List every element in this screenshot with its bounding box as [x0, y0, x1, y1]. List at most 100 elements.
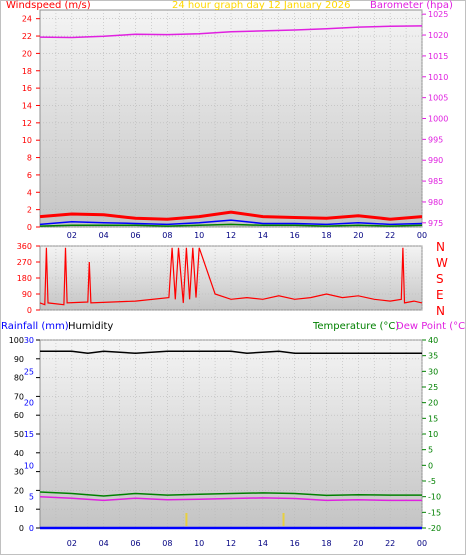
- temp-x-tick-label: 12: [226, 539, 236, 548]
- temp-y-tick-label: -15: [428, 508, 441, 517]
- wind-x-tick-label: 00: [417, 231, 427, 240]
- wind-y-tick-label: 22: [22, 32, 32, 41]
- wind-y-tick-label: 4: [27, 188, 32, 197]
- baro-y-tick-label: 985: [428, 177, 443, 186]
- temperature-series-1: [39, 491, 422, 497]
- wind-x-tick-label: 18: [321, 231, 331, 240]
- temp-y-tick-label: 35: [428, 352, 438, 361]
- humidity-y-tick-label: 70: [14, 392, 24, 401]
- wind-y-tick-label: 24: [22, 15, 32, 24]
- title: 24 hour graph day 12 January 2026: [172, 0, 351, 11]
- temp-x-tick-label: 00: [417, 539, 427, 548]
- temp-x-tick-label: 20: [353, 539, 363, 548]
- humidity-y-tick-label: 90: [14, 355, 24, 364]
- wind-pressure-series-0: [39, 25, 423, 39]
- humidity-y-tick-label: 0: [19, 524, 24, 533]
- humidity-y-tick-label: 40: [14, 449, 24, 458]
- compass-label: N: [436, 304, 445, 318]
- wind-x-tick-label: 02: [67, 231, 77, 240]
- temp-y-tick-label: 40: [428, 336, 438, 345]
- wind-y-tick-label: 8: [27, 154, 32, 163]
- wind-x-tick-label: 04: [99, 231, 109, 240]
- humidity-y-tick-label: 10: [14, 505, 24, 514]
- compass-label: W: [436, 256, 448, 270]
- temp-x-tick-label: 08: [162, 539, 172, 548]
- temp-x-tick-label: 10: [194, 539, 204, 548]
- wind-y-tick-label: 2: [27, 206, 32, 215]
- rain-y-tick-label: 10: [24, 461, 34, 470]
- wind-y-tick-label: 10: [22, 136, 32, 145]
- dir-y-tick-label: 270: [17, 258, 32, 267]
- baro-y-tick-label: 1020: [428, 31, 448, 40]
- rain-y-tick-label: 30: [24, 336, 34, 345]
- wind-y-tick-label: 12: [22, 119, 32, 128]
- humidity-y-tick-label: 100: [9, 336, 24, 345]
- dir-y-tick-label: 360: [17, 242, 32, 251]
- wind-y-tick-label: 0: [27, 223, 32, 232]
- wind-direction-series-0: [39, 247, 423, 306]
- baro-y-tick-label: 975: [428, 219, 443, 228]
- temp-y-tick-label: -10: [428, 493, 441, 502]
- temp-x-tick-label: 18: [321, 539, 331, 548]
- rain-y-tick-label: 5: [29, 493, 34, 502]
- humidity-y-tick-label: 20: [14, 486, 24, 495]
- temp-label: Temperature (°C): [313, 321, 400, 332]
- temp-x-tick-label: 14: [258, 539, 268, 548]
- wind-y-tick-label: 14: [22, 101, 32, 110]
- humidity-y-tick-label: 80: [14, 374, 24, 383]
- wind-pressure-series-2: [39, 219, 423, 226]
- compass-label: N: [436, 240, 445, 254]
- dir-y-tick-label: 0: [27, 306, 32, 315]
- rain-label: Rainfall (mm): [1, 321, 69, 332]
- rain-y-tick-label: 15: [24, 430, 34, 439]
- wind-x-tick-label: 10: [194, 231, 204, 240]
- baro-y-tick-label: 980: [428, 198, 443, 207]
- temp-x-tick-label: 02: [67, 539, 77, 548]
- rain-y-tick-label: 25: [24, 367, 34, 376]
- baro-y-tick-label: 1010: [428, 73, 448, 82]
- dewpoint-label: Dew Point (°C): [396, 321, 466, 332]
- temp-y-tick-label: -5: [428, 477, 436, 486]
- humidity-y-tick-label: 30: [14, 468, 24, 477]
- humidity-y-tick-label: 60: [14, 411, 24, 420]
- wind-x-tick-label: 20: [353, 231, 363, 240]
- compass-label: E: [436, 288, 444, 302]
- dir-y-tick-label: 90: [22, 290, 32, 299]
- compass-label: S: [436, 272, 444, 286]
- wind-y-tick-label: 16: [22, 84, 32, 93]
- humidity-y-tick-label: 50: [14, 430, 24, 439]
- wind-x-tick-label: 22: [385, 231, 395, 240]
- wind-pressure-series-1: [39, 210, 423, 221]
- temp-x-tick-label: 16: [290, 539, 300, 548]
- wind-x-tick-label: 08: [162, 231, 172, 240]
- temp-y-tick-label: 20: [428, 399, 438, 408]
- temp-y-tick-label: 5: [428, 446, 433, 455]
- baro-y-tick-label: 1015: [428, 52, 448, 61]
- temp-x-tick-label: 22: [385, 539, 395, 548]
- baro-y-tick-label: 990: [428, 156, 443, 165]
- y-left-label: Windspeed (m/s): [6, 0, 91, 11]
- temp-y-tick-label: 30: [428, 367, 438, 376]
- wind-x-tick-label: 16: [290, 231, 300, 240]
- wind-x-tick-label: 06: [130, 231, 140, 240]
- humidity-label: Humidity: [68, 321, 114, 332]
- temp-y-tick-label: 0: [428, 461, 433, 470]
- wind-pressure-series-3: [39, 223, 423, 227]
- baro-y-tick-label: 1005: [428, 94, 448, 103]
- temp-y-tick-label: 15: [428, 414, 438, 423]
- baro-y-tick-label: 995: [428, 135, 443, 144]
- temp-y-tick-label: 25: [428, 383, 438, 392]
- temp-x-tick-label: 06: [130, 539, 140, 548]
- wind-x-tick-label: 12: [226, 231, 236, 240]
- wind-y-tick-label: 18: [22, 67, 32, 76]
- wind-y-tick-label: 20: [22, 49, 32, 58]
- rain-y-tick-label: 20: [24, 399, 34, 408]
- temp-y-tick-label: -20: [428, 524, 441, 533]
- y-right-label: Barometer (hpa): [370, 0, 453, 11]
- baro-y-tick-label: 1025: [428, 10, 448, 19]
- baro-y-tick-label: 1000: [428, 115, 448, 124]
- temperature-series-2: [39, 495, 422, 502]
- temperature-series-0: [40, 350, 422, 354]
